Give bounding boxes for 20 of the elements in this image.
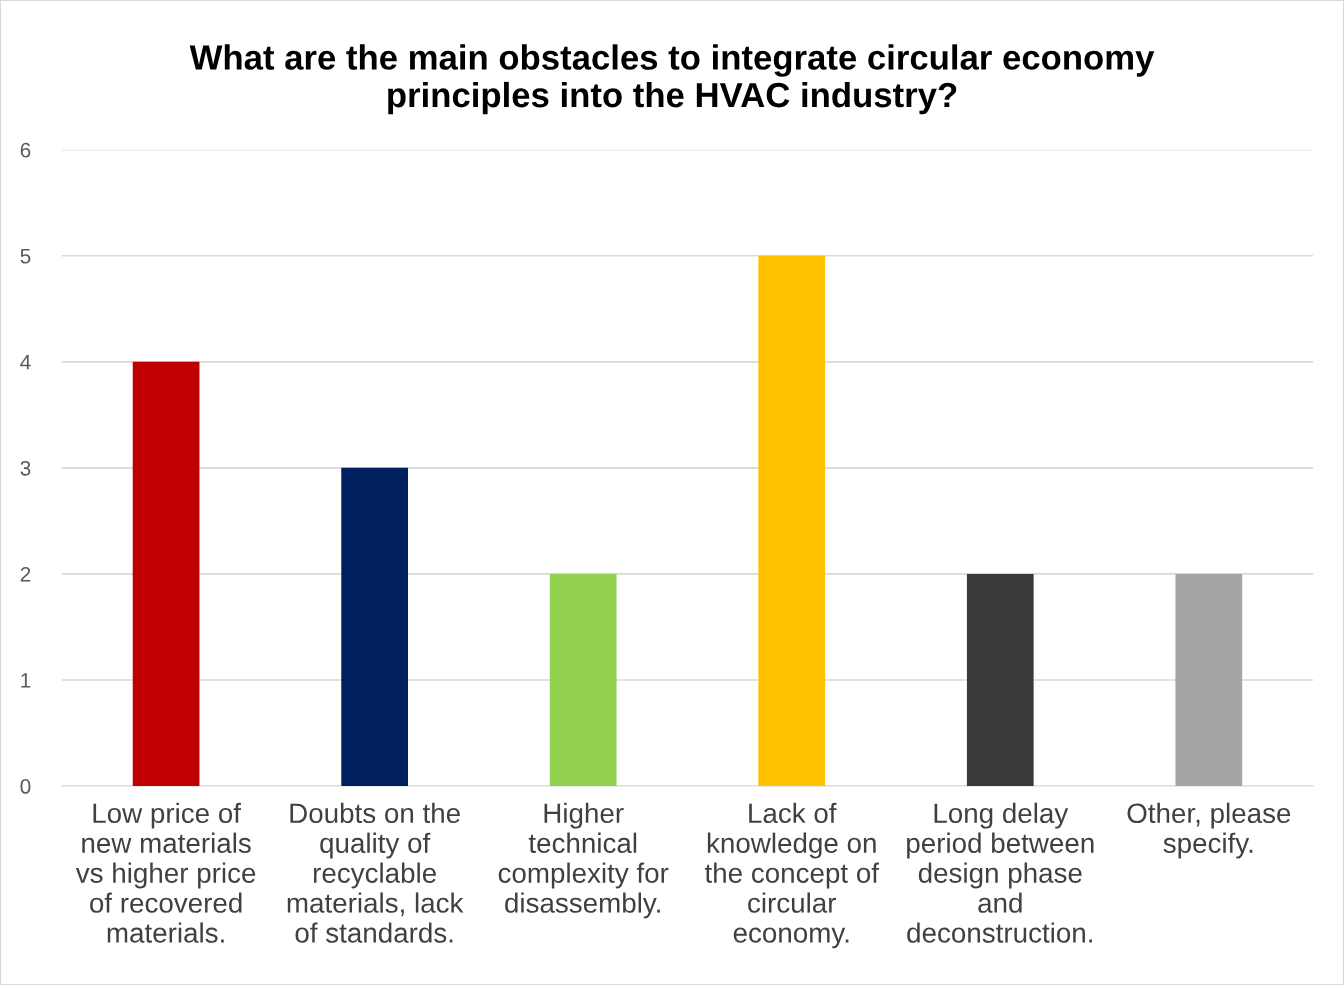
x-tick-label: Doubts on the quality of recyclable materials, lack of standards. [287, 802, 464, 943]
x-tick-label: Low price of new materials vs higher price of recovered materials. [75, 802, 256, 943]
y-tick-label: 4 [20, 355, 31, 370]
chart-title: What are the main obstacles to integrate circular economy principles into the HVAC industry? [189, 44, 1155, 115]
x-tick-label: Other, please specify. [1127, 802, 1291, 859]
bar [341, 467, 409, 787]
y-tick-label: 0 [20, 779, 31, 794]
x-tick-label: Lack of knowledge on the concept of circular economy. [704, 802, 880, 949]
y-tick-label: 1 [21, 673, 31, 688]
bar [549, 573, 617, 787]
x-tick-label: Long delay period between design phase and deconstruction. [907, 802, 1094, 943]
x-tick-label: Higher technical complexity for disassembly. [498, 802, 669, 919]
y-tick-label: 2 [20, 566, 31, 582]
y-tick-label: 6 [20, 142, 31, 158]
y-tick-label: 3 [20, 460, 31, 476]
bar [758, 255, 826, 787]
bar [1175, 573, 1243, 787]
bar [132, 361, 200, 787]
bar [966, 573, 1034, 787]
y-tick-label: 5 [20, 248, 31, 264]
